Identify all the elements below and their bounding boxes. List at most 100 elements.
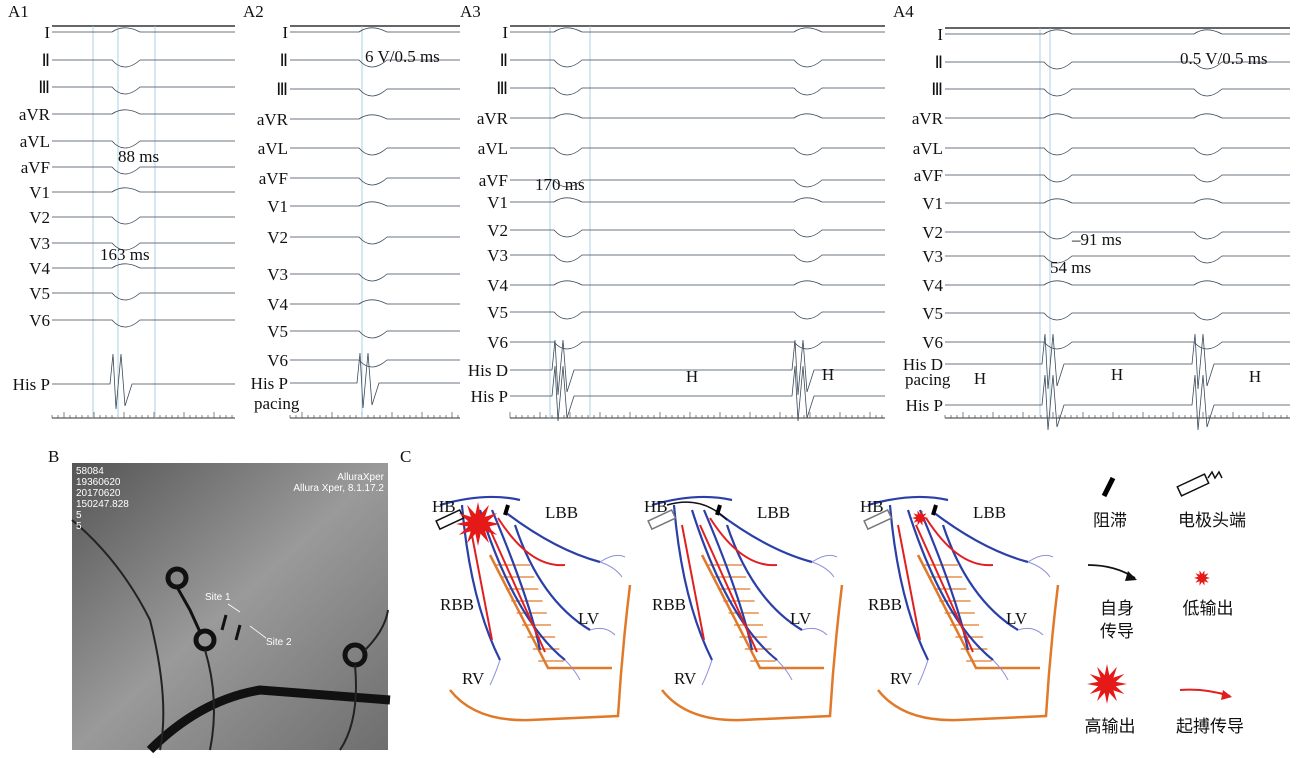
lead-label: V4	[29, 259, 50, 278]
paced-conduction	[469, 524, 493, 641]
ecg-trace	[52, 187, 235, 193]
lead-label: I	[502, 23, 508, 42]
paced-conduction	[709, 517, 778, 567]
lead-label: V3	[922, 247, 943, 266]
lead-label: aVL	[20, 132, 50, 151]
paced-conduction	[699, 524, 758, 653]
lead-label: V5	[267, 322, 288, 341]
ecg-trace	[52, 166, 235, 175]
legend-block	[1101, 476, 1116, 498]
ecg-trace	[510, 365, 885, 422]
lead-label: V3	[29, 234, 50, 253]
ecg-trace	[945, 61, 1290, 70]
lead-label: aVF	[259, 169, 288, 188]
lead-label: V6	[29, 311, 50, 330]
ecg-trace	[290, 273, 460, 282]
ecg-trace	[510, 229, 885, 238]
ecg-trace	[290, 114, 460, 120]
lead-label: V1	[487, 193, 508, 212]
purkinje	[564, 659, 581, 681]
lead-label: I	[44, 23, 50, 42]
diagram-label: LV	[1006, 609, 1028, 628]
purkinje	[599, 561, 623, 578]
ecg-trace	[52, 292, 235, 301]
ventricle-wall	[916, 554, 1040, 670]
electrode	[863, 508, 893, 531]
conduction-bundle	[513, 524, 591, 631]
lead-label: Ⅲ	[496, 79, 508, 98]
electrode	[647, 508, 677, 531]
conduction-bundle	[702, 509, 754, 651]
lead-label: aVR	[912, 109, 944, 128]
overlay-text: 150247.828	[76, 499, 129, 510]
lead-label: aVR	[19, 105, 51, 124]
annotation: 54 ms	[1050, 258, 1091, 277]
conduction-bundle	[725, 524, 803, 631]
ecg-trace	[290, 59, 460, 68]
conduction-bundle	[490, 509, 542, 651]
lead-label: V2	[29, 208, 50, 227]
diagram-label: HB	[860, 497, 884, 516]
diagram-label: HB	[644, 497, 668, 516]
site-label: Site 1	[205, 592, 231, 603]
legend-arrowhead	[1221, 690, 1232, 700]
ecg-trace	[945, 374, 1290, 431]
paced-conduction	[915, 524, 974, 653]
ecg-trace	[52, 86, 235, 95]
legend-low-output	[1194, 570, 1210, 586]
overlay-text: 5	[76, 510, 82, 521]
legend-electrode-tip	[1207, 470, 1223, 480]
legend-label: 低输出	[1183, 599, 1234, 619]
conduction-bundle	[460, 504, 501, 661]
legend-label: 阻滞	[1093, 511, 1127, 531]
ecg-trace	[510, 254, 885, 263]
purkinje	[1027, 554, 1054, 563]
ecg-trace	[945, 231, 1290, 240]
purkinje	[801, 627, 828, 636]
fluoro-shape	[339, 609, 389, 751]
annotation: H	[1111, 365, 1123, 384]
lead-label: V3	[487, 246, 508, 265]
diagram-label: RBB	[440, 595, 474, 614]
ecg-trace	[52, 242, 235, 251]
overlay-text: 19360620	[76, 477, 121, 488]
ecg-trace	[945, 280, 1290, 286]
lead-label: V6	[487, 333, 508, 352]
overlay-text: 20170620	[76, 488, 121, 499]
purkinje	[1017, 627, 1044, 636]
panel-label: A2	[243, 2, 264, 21]
ecg-trace	[945, 29, 1290, 35]
lead-label: V4	[487, 276, 508, 295]
ecg-trace	[510, 179, 885, 188]
block	[715, 504, 722, 516]
legend-label: 自身	[1100, 599, 1134, 619]
block	[931, 504, 938, 516]
diagram-label: LV	[790, 609, 812, 628]
ecg-trace	[52, 109, 235, 115]
overlay-text: 58084	[76, 466, 104, 477]
lead-label: Ⅲ	[38, 78, 50, 97]
lead-label: His P	[471, 387, 508, 406]
ecg-trace	[510, 113, 885, 119]
lead-label: V1	[29, 183, 50, 202]
conduction-bundle	[918, 509, 970, 651]
diagram-label: HB	[432, 497, 456, 516]
ecg-trace	[945, 312, 1290, 321]
ecg-trace	[945, 147, 1290, 156]
overlay-text: AlluraXper	[337, 472, 384, 483]
legend-electrode	[1176, 473, 1210, 497]
ecg-trace	[945, 255, 1290, 264]
diagram-label: RBB	[868, 595, 902, 614]
ecg-trace	[510, 311, 885, 320]
lead-label: V2	[487, 221, 508, 240]
conduction-bundle	[672, 504, 713, 661]
ecg-trace	[52, 353, 235, 410]
legend-label: 传导	[1100, 622, 1134, 642]
lead-label: aVF	[914, 166, 943, 185]
purkinje	[489, 659, 501, 686]
ecg-trace	[510, 27, 885, 33]
conduction-bundle	[888, 504, 929, 661]
fluoro-shape	[234, 624, 242, 641]
lead-label: I	[937, 25, 943, 44]
